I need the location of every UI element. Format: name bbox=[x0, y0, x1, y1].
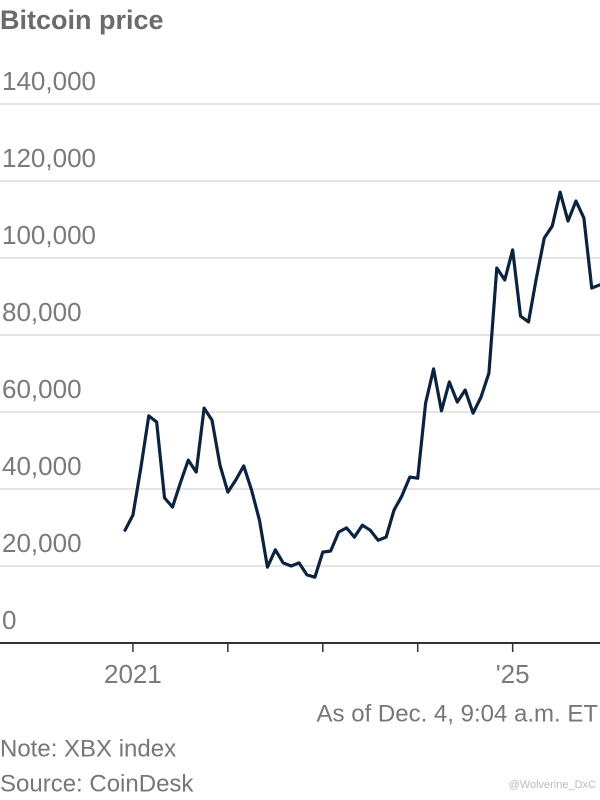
x-tick-label: '25 bbox=[496, 659, 530, 689]
annotation: As of Dec. 4, 9:04 a.m. ET bbox=[317, 700, 599, 727]
note: Note: XBX index bbox=[0, 735, 176, 762]
watermark: @Wolverine_DxC bbox=[509, 779, 596, 791]
price-line bbox=[123, 190, 600, 579]
y-tick-label: 100,000 bbox=[2, 220, 96, 250]
y-tick-label: 60,000 bbox=[2, 374, 82, 404]
x-tick-label: 2021 bbox=[104, 659, 162, 689]
y-tick-label: 40,000 bbox=[2, 451, 82, 481]
y-tick-label: 0 bbox=[2, 605, 16, 635]
y-tick-label: 120,000 bbox=[2, 143, 96, 173]
source: Source: CoinDesk bbox=[0, 770, 194, 797]
y-tick-label: 140,000 bbox=[2, 66, 96, 96]
y-tick-label: 80,000 bbox=[2, 297, 82, 327]
y-tick-label: 20,000 bbox=[2, 528, 82, 558]
chart-title: Bitcoin price bbox=[0, 5, 164, 35]
